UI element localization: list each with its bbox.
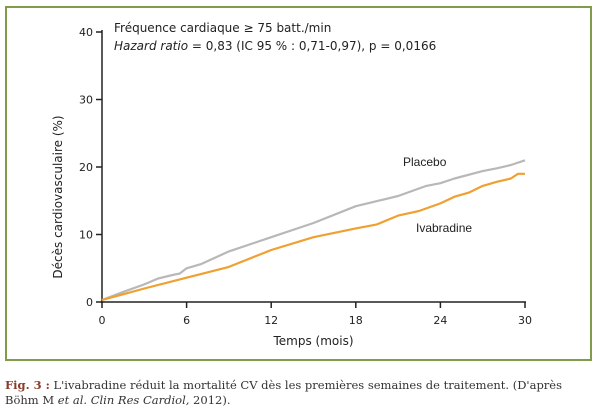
legend-label-ivabradine: Ivabradine — [416, 221, 472, 235]
caption-italic: et al. Clin Res Cardiol, — [57, 393, 190, 407]
x-tick-label: 30 — [518, 314, 532, 327]
series-line-ivabradine — [101, 172, 525, 302]
x-tick-label: 6 — [183, 314, 190, 327]
chart-subtitle: Hazard ratio = 0,83 (IC 95 % : 0,71-0,97… — [114, 39, 436, 53]
subtitle-italic: Hazard ratio — [114, 39, 188, 53]
x-tick-label: 0 — [99, 314, 106, 327]
x-tick-label: 18 — [349, 314, 363, 327]
x-tick-label: 12 — [264, 314, 278, 327]
chart-title: Fréquence cardiaque ≥ 75 batt./min — [114, 21, 331, 35]
figure-frame — [5, 6, 592, 361]
y-axis-label: Décès cardiovasculaire (%) — [51, 115, 65, 278]
figure-caption: Fig. 3 : L'ivabradine réduit la mortalit… — [5, 378, 595, 408]
series-line-placebo — [101, 159, 526, 302]
subtitle-rest: = 0,83 (IC 95 % : 0,71-0,97), p = 0,0166 — [188, 39, 436, 53]
chart: 0 10 20 30 40 0 6 12 18 24 30 Temps (mois) Décès car… — [51, 21, 532, 348]
legend-label-placebo: Placebo — [403, 155, 447, 169]
y-tick-label: 30 — [79, 94, 93, 107]
y-tick-label: 10 — [79, 229, 93, 242]
x-axis-label: Temps (mois) — [272, 334, 353, 348]
caption-end: 2012). — [189, 393, 231, 407]
caption-label: Fig. 3 : — [5, 378, 50, 392]
y-tick-label: 40 — [79, 26, 93, 39]
caption-text: L'ivabradine réduit la mortalité CV dès … — [5, 378, 563, 407]
y-tick-label: 20 — [79, 161, 93, 174]
y-tick-label: 0 — [86, 296, 93, 309]
x-tick-label: 24 — [433, 314, 447, 327]
